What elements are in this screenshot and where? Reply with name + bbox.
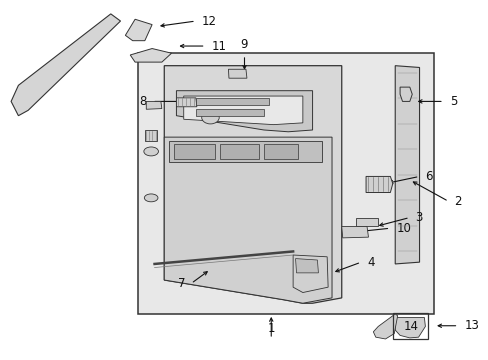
Polygon shape <box>164 66 341 303</box>
Text: 3: 3 <box>415 211 422 224</box>
Ellipse shape <box>144 194 158 202</box>
Text: 5: 5 <box>449 95 456 108</box>
Polygon shape <box>196 98 268 105</box>
Ellipse shape <box>143 147 158 156</box>
Text: 1: 1 <box>267 322 274 335</box>
Text: 14: 14 <box>403 320 417 333</box>
Text: 6: 6 <box>425 170 432 183</box>
Polygon shape <box>394 66 419 264</box>
Polygon shape <box>341 226 368 238</box>
Polygon shape <box>130 49 171 62</box>
Polygon shape <box>399 87 411 102</box>
Polygon shape <box>176 98 197 107</box>
Polygon shape <box>295 258 318 273</box>
Polygon shape <box>169 141 322 162</box>
Text: 8: 8 <box>139 95 146 108</box>
Polygon shape <box>356 217 377 226</box>
Text: 12: 12 <box>201 14 216 27</box>
Polygon shape <box>366 176 392 193</box>
Text: 13: 13 <box>463 319 478 332</box>
Bar <box>392 313 427 339</box>
Text: 11: 11 <box>211 40 226 53</box>
Polygon shape <box>394 318 425 338</box>
Text: 7: 7 <box>177 277 185 290</box>
Text: 4: 4 <box>366 256 374 269</box>
Circle shape <box>201 111 219 124</box>
Text: 10: 10 <box>395 222 410 235</box>
Polygon shape <box>144 130 157 141</box>
Bar <box>137 53 433 314</box>
Polygon shape <box>146 102 162 109</box>
Polygon shape <box>372 314 397 339</box>
Polygon shape <box>176 91 312 132</box>
Polygon shape <box>11 14 120 116</box>
Polygon shape <box>125 19 152 41</box>
Polygon shape <box>264 144 297 158</box>
Polygon shape <box>164 137 331 303</box>
Text: 2: 2 <box>454 195 461 208</box>
Polygon shape <box>228 69 246 78</box>
Polygon shape <box>183 96 302 125</box>
Polygon shape <box>220 144 259 158</box>
Polygon shape <box>196 109 264 116</box>
Polygon shape <box>174 144 215 158</box>
Text: 9: 9 <box>240 38 248 51</box>
Polygon shape <box>292 255 327 293</box>
